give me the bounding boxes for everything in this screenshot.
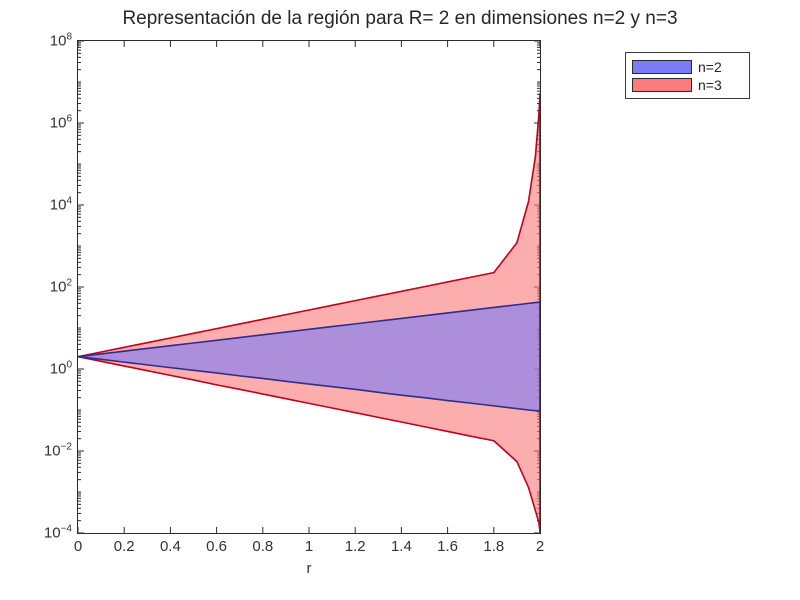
x-tick-label: 1.2 bbox=[344, 538, 366, 555]
legend-label-n3: n=3 bbox=[698, 76, 722, 93]
legend-swatch-n3 bbox=[632, 77, 692, 92]
region-n3 bbox=[78, 92, 540, 533]
y-tick-label: 102 bbox=[49, 277, 72, 296]
x-tick-label: 0.6 bbox=[206, 538, 228, 555]
region-n2 bbox=[78, 301, 540, 413]
x-tick-label: 0.4 bbox=[159, 538, 181, 555]
chart-title: Representación de la región para R= 2 en… bbox=[122, 8, 678, 29]
x-axis-label: r bbox=[306, 560, 312, 577]
y-tick-label: 10−2 bbox=[43, 441, 72, 460]
y-tick-label: 104 bbox=[49, 195, 72, 214]
legend: n=2 n=3 bbox=[625, 52, 750, 99]
legend-label-n2: n=2 bbox=[698, 58, 722, 75]
plot-svg bbox=[78, 41, 540, 533]
x-tick-label: 1.4 bbox=[390, 538, 412, 555]
legend-swatch-n2 bbox=[632, 59, 692, 74]
x-tick-label: 1.6 bbox=[437, 538, 459, 555]
x-tick-label: 1 bbox=[304, 538, 314, 555]
x-tick-label: 0.8 bbox=[252, 538, 274, 555]
plot-area bbox=[77, 40, 541, 534]
x-tick-label: 2 bbox=[535, 538, 545, 555]
x-tick-label: 1.8 bbox=[483, 538, 505, 555]
y-tick-label: 100 bbox=[49, 359, 72, 378]
y-tick-label: 10−4 bbox=[43, 523, 72, 542]
legend-item-n2[interactable]: n=2 bbox=[632, 58, 743, 75]
x-tick-label: 0 bbox=[73, 538, 83, 555]
y-tick-label: 106 bbox=[49, 113, 72, 132]
y-tick-label: 108 bbox=[49, 31, 72, 50]
y-axis-tick-labels: 108 106 104 102 100 10−2 10−4 bbox=[8, 32, 72, 542]
x-axis-tick-labels: 0 0.2 0.4 0.6 0.8 1 1.2 1.4 1.6 1.8 2 bbox=[73, 538, 545, 560]
x-tick-label: 0.2 bbox=[113, 538, 135, 555]
legend-item-n3[interactable]: n=3 bbox=[632, 76, 743, 93]
